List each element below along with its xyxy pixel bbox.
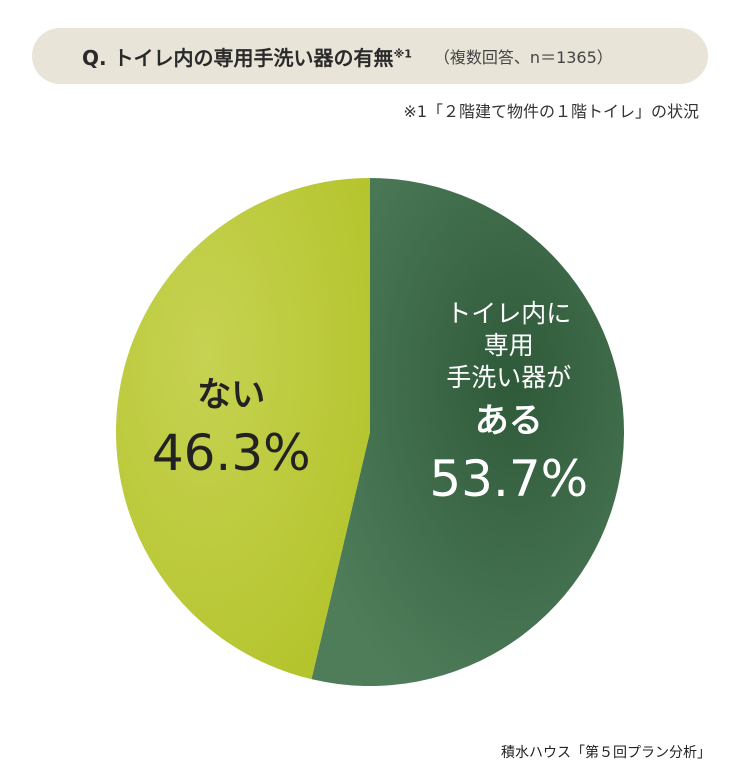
slice-value-aru: 53.7% [429, 450, 588, 508]
footnote-mark: ※1 [393, 46, 412, 60]
slice-label-aru: ある [475, 401, 543, 441]
pie-slice-aru [311, 178, 625, 686]
source-credit: 積水ハウス「第５回プラン分析」 [501, 745, 711, 761]
chart-subtitle: （複数回答、n＝1365） [433, 48, 613, 67]
slice-value-nai: 46.3% [152, 424, 311, 482]
chart-title: Q. トイレ内の専用手洗い器の有無※1 [82, 42, 412, 71]
slice-label-line-aru: 手洗い器が [446, 363, 571, 392]
slice-label-line-aru: トイレ内に [446, 299, 571, 328]
question-title-bar: Q. トイレ内の専用手洗い器の有無※1 （複数回答、n＝1365） [32, 28, 708, 84]
footnote: ※1「２階建て物件の１階トイレ」の状況 [403, 102, 699, 121]
slice-label-nai: ない [197, 375, 265, 415]
slice-label-line-aru: 専用 [484, 331, 534, 360]
pie-slices [116, 178, 625, 686]
pie-slice-nai [116, 178, 370, 680]
chart-title-text: Q. トイレ内の専用手洗い器の有無 [82, 45, 394, 70]
